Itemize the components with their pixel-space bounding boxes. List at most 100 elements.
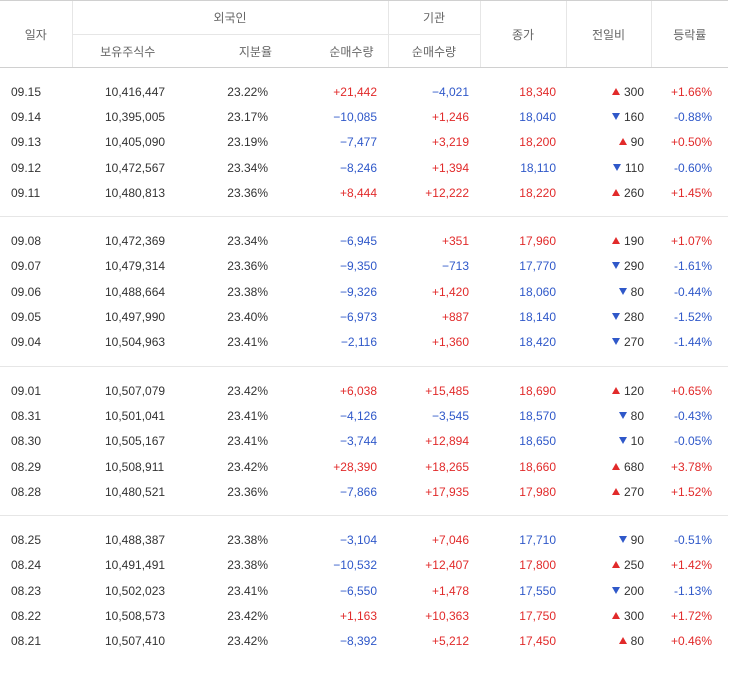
change-value: 80 (630, 634, 644, 649)
cell-holdings: 10,508,911 (105, 459, 165, 474)
change-value: 80 (630, 284, 644, 299)
cell-inst-net: +17,935 (425, 484, 469, 499)
cell-inst-net: +10,363 (425, 608, 469, 623)
up-triangle-icon (611, 611, 620, 619)
table-row: 08.30 10,505,167 23.41% −3,744 +12,894 18,650… (0, 429, 728, 454)
cell-date: 08.22 (11, 608, 42, 623)
cell-rate: -0.88% (673, 109, 712, 124)
cell-holdings: 10,488,664 (105, 284, 166, 299)
change-value: 270 (623, 484, 644, 499)
cell-rate: -0.60% (673, 160, 712, 175)
header-ratio: 지분율 (183, 34, 286, 68)
cell-foreign-net: −6,945 (339, 234, 377, 249)
change-value: 120 (623, 383, 644, 398)
cell-foreign-net: +28,390 (333, 459, 377, 474)
cell-foreign-net: +6,038 (339, 383, 377, 398)
down-triangle-icon (611, 338, 620, 346)
cell-close: 17,960 (519, 234, 556, 249)
cell-holdings: 10,480,521 (105, 484, 166, 499)
change-value: 80 (630, 408, 644, 423)
cell-holdings: 10,405,090 (105, 135, 166, 150)
cell-rate: +0.65% (670, 383, 712, 398)
cell-inst-net: −713 (441, 259, 469, 274)
cell-rate: -1.52% (673, 310, 712, 325)
group-divider (0, 515, 728, 517)
change-value: 160 (623, 109, 644, 124)
table-row: 09.01 10,507,079 23.42% +6,038 +15,485 18,690… (0, 378, 728, 403)
cell-close: 18,220 (519, 185, 556, 200)
cell-inst-net: +7,046 (431, 533, 469, 548)
change-value: 190 (623, 234, 644, 249)
header-rate: 등락률 (650, 0, 728, 68)
cell-ratio: 23.38% (227, 533, 268, 548)
cell-ratio: 23.41% (227, 434, 268, 449)
cell-holdings: 10,507,079 (105, 383, 166, 398)
cell-close: 17,770 (519, 259, 556, 274)
table-row: 09.14 10,395,005 23.17% −10,085 +1,246 18,040… (0, 104, 728, 129)
up-triangle-icon (618, 637, 627, 645)
group-spacer (0, 68, 728, 80)
header-date: 일자 (0, 0, 72, 68)
header-holdings: 보유주식수 (71, 34, 183, 68)
cell-ratio: 23.41% (227, 583, 268, 598)
up-triangle-icon (611, 386, 620, 394)
cell-ratio: 23.40% (227, 310, 268, 325)
table-row: 08.28 10,480,521 23.36% −7,866 +17,935 17,980… (0, 479, 728, 504)
change-value: 10 (630, 434, 644, 449)
table-row: 09.15 10,416,447 23.22% +21,442 −4,021 18,340… (0, 79, 728, 104)
table-row: 08.21 10,507,410 23.42% −8,392 +5,212 17,450 8… (0, 629, 728, 654)
cell-date: 08.31 (11, 408, 42, 423)
up-triangle-icon (611, 561, 620, 569)
cell-ratio: 23.41% (227, 408, 268, 423)
cell-change: 270 (566, 330, 651, 355)
change-value: 90 (630, 533, 644, 548)
change-value: 250 (623, 558, 644, 573)
cell-ratio: 23.42% (227, 634, 268, 649)
cell-holdings: 10,497,990 (105, 310, 166, 325)
cell-inst-net: +3,219 (431, 135, 469, 150)
cell-rate: -0.44% (673, 284, 712, 299)
change-value: 110 (624, 160, 644, 175)
cell-close: 17,710 (519, 533, 556, 548)
cell-ratio: 23.22% (227, 84, 268, 99)
cell-holdings: 10,491,491 (105, 558, 166, 573)
cell-inst-net: +12,894 (425, 434, 469, 449)
cell-rate: +1.45% (670, 185, 712, 200)
cell-holdings: 10,416,447 (105, 84, 166, 99)
cell-ratio: 23.34% (227, 234, 268, 249)
cell-change: 260 (566, 180, 651, 205)
up-triangle-icon (611, 487, 620, 495)
cell-inst-net: +1,420 (431, 284, 469, 299)
cell-date: 09.05 (11, 310, 42, 325)
change-value: 90 (630, 135, 644, 150)
cell-ratio: 23.36% (227, 484, 268, 499)
change-value: 280 (623, 310, 644, 325)
change-value: 680 (623, 459, 644, 474)
cell-ratio: 23.34% (227, 160, 268, 175)
cell-rate: +1.42% (670, 558, 712, 573)
cell-inst-net: −4,021 (431, 84, 469, 99)
group-spacer (0, 504, 728, 516)
table-row: 08.25 10,488,387 23.38% −3,104 +7,046 17,710 9… (0, 527, 728, 552)
table-row: 09.06 10,488,664 23.38% −9,326 +1,420 18,060 8… (0, 279, 728, 304)
table-row: 09.12 10,472,567 23.34% −8,246 +1,394 18,110 1… (0, 155, 728, 180)
cell-holdings: 10,472,567 (105, 160, 166, 175)
cell-close: 17,750 (519, 608, 556, 623)
cell-inst-net: +1,478 (431, 583, 469, 598)
cell-inst-net: −3,545 (431, 408, 469, 423)
cell-ratio: 23.41% (227, 335, 268, 350)
cell-date: 09.04 (11, 335, 42, 350)
cell-holdings: 10,395,005 (105, 109, 166, 124)
cell-holdings: 10,480,813 (105, 185, 166, 200)
cell-date: 09.14 (11, 109, 42, 124)
cell-holdings: 10,507,410 (105, 634, 166, 649)
table-row: 08.23 10,502,023 23.41% −6,550 +1,478 17,550 2… (0, 578, 728, 603)
change-value: 290 (623, 259, 644, 274)
down-triangle-icon (618, 411, 627, 419)
cell-foreign-net: −10,532 (333, 558, 377, 573)
cell-change: 10 (566, 429, 651, 454)
cell-inst-net: +351 (441, 234, 469, 249)
cell-inst-net: +887 (441, 310, 469, 325)
group-divider (0, 216, 728, 218)
cell-rate: +0.50% (670, 135, 712, 150)
